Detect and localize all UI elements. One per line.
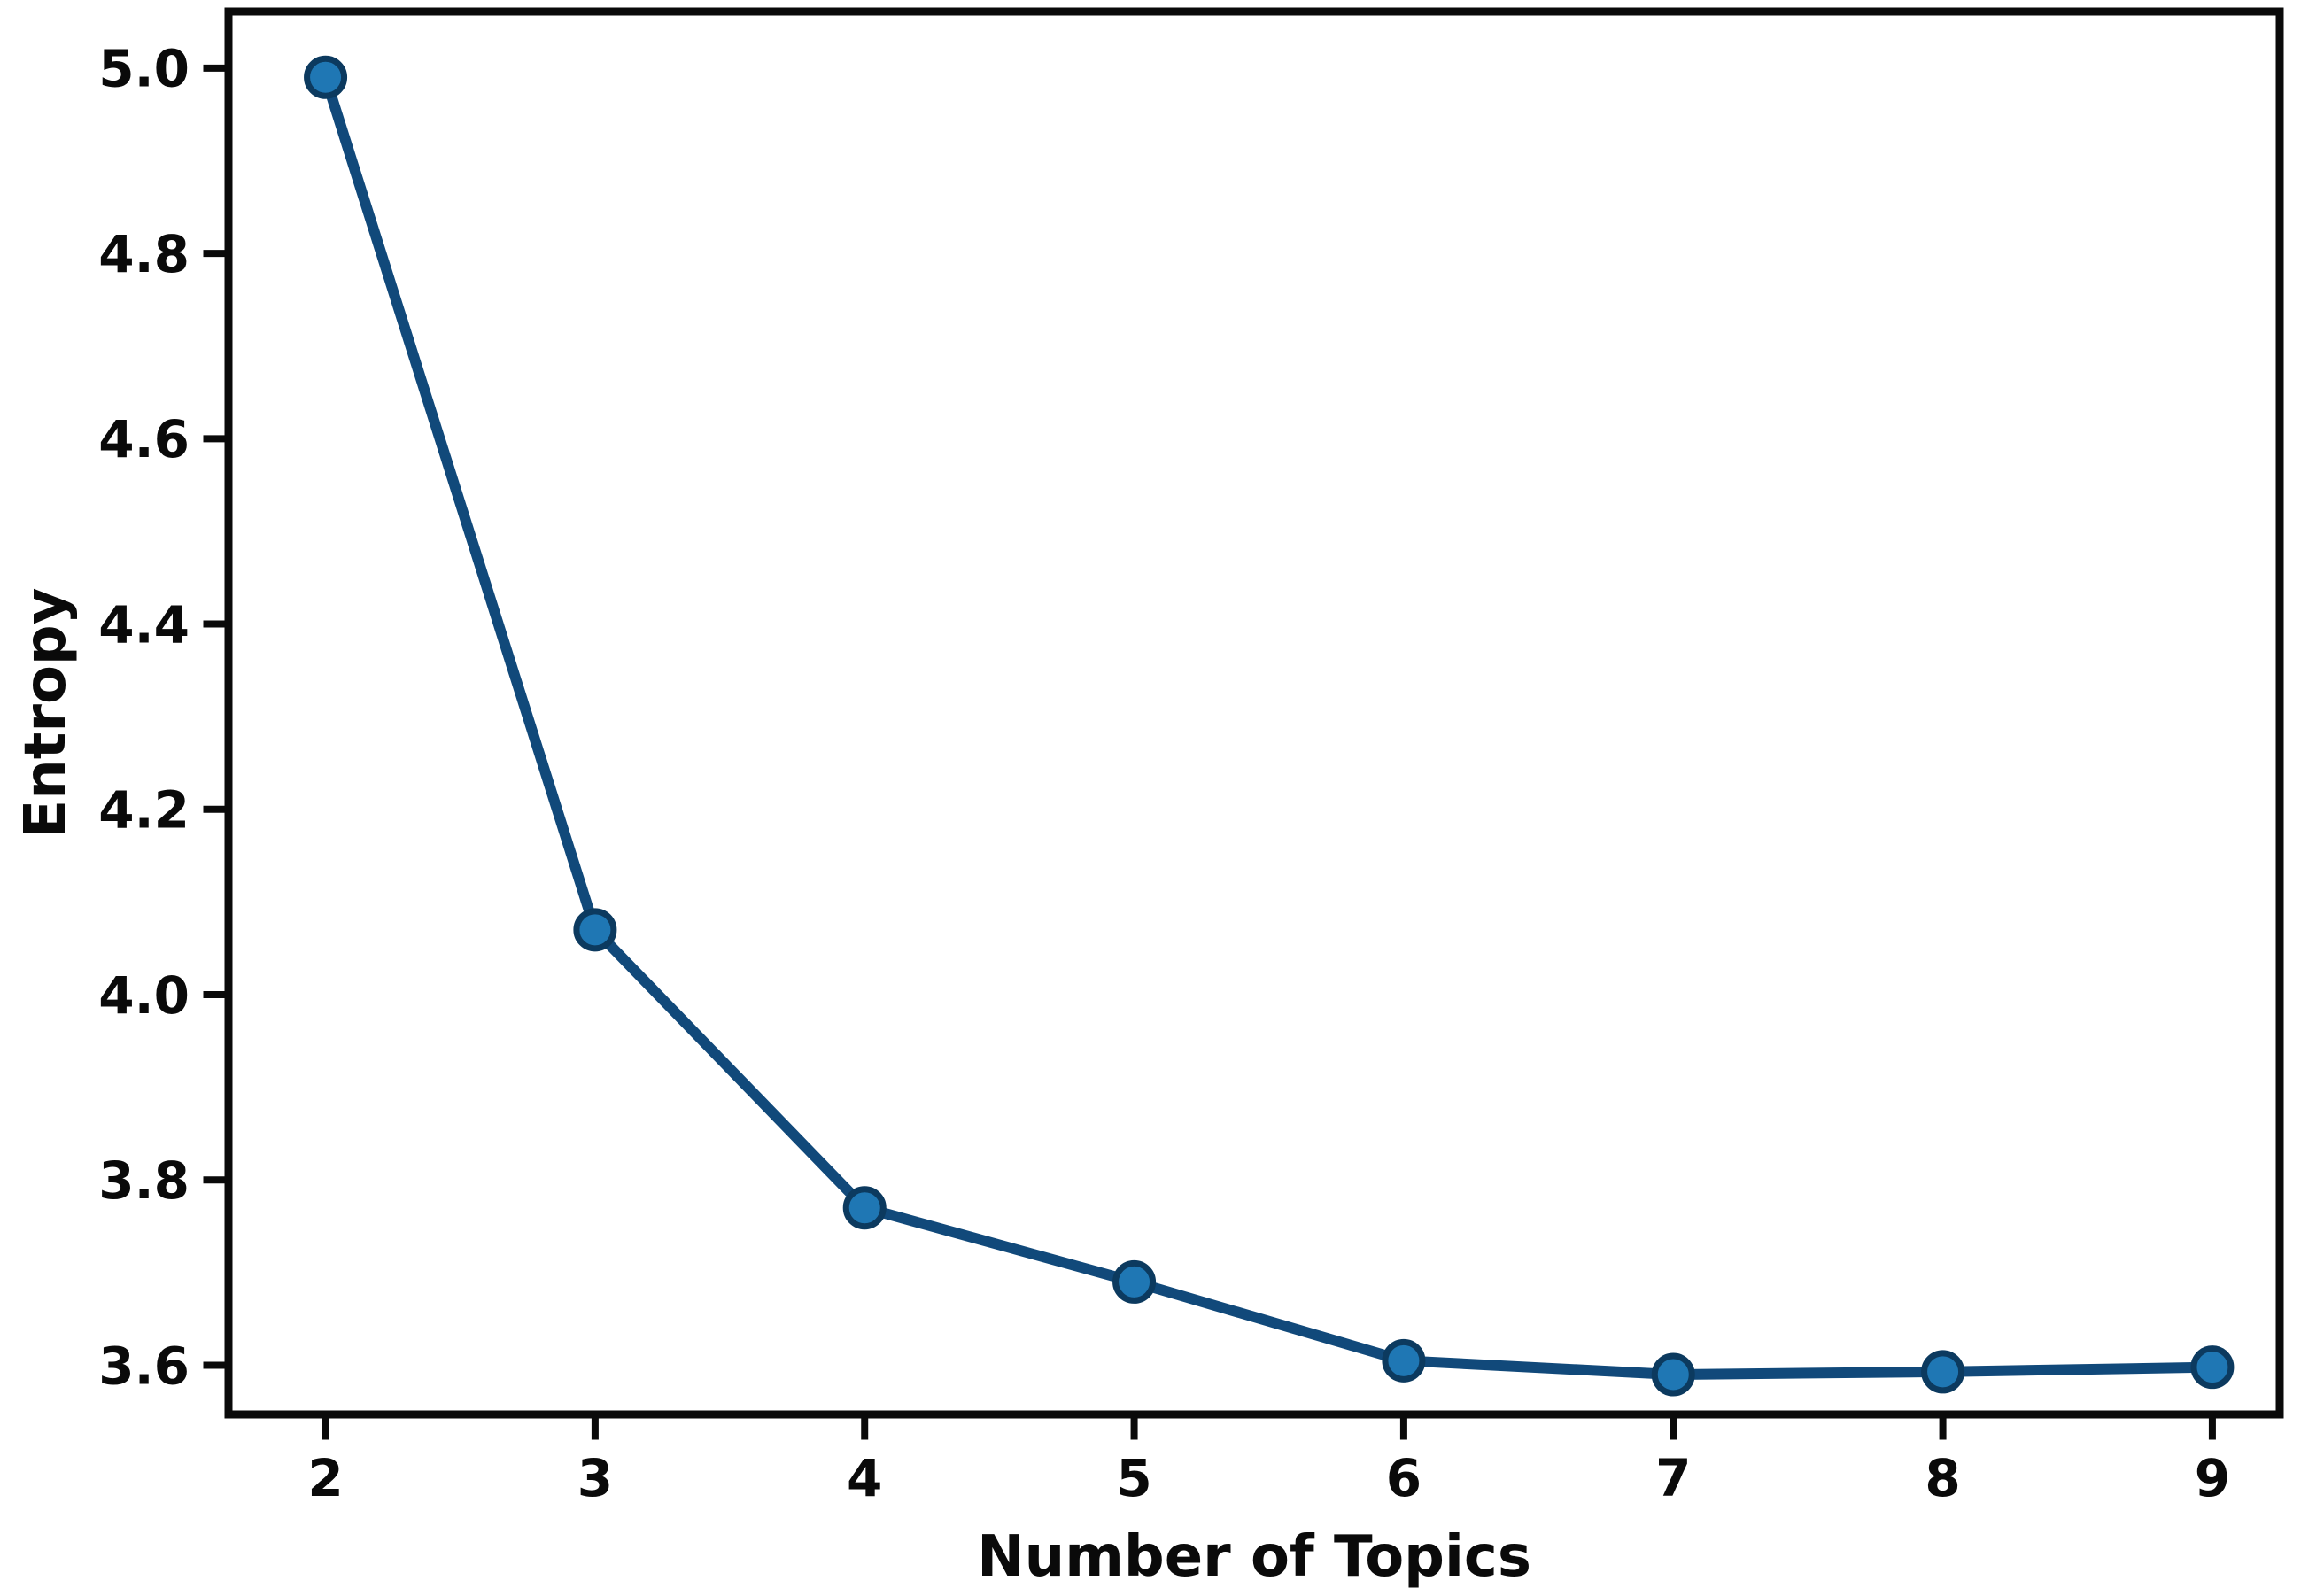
x-tick-label: 8 <box>1925 1448 1960 1508</box>
y-tick-label: 3.8 <box>98 1151 190 1211</box>
y-tick-label: 3.6 <box>98 1336 190 1396</box>
data-point-topics-8 <box>1921 1350 1965 1394</box>
data-line <box>320 72 2218 1381</box>
plot-area: 2 3 4 5 6 7 8 9 3.6 3.8 4.0 4.2 4.4 4.6 4.8 5.0 <box>98 7 2284 1508</box>
x-tick-label: 9 <box>2195 1448 2230 1508</box>
x-axis-label: Number of Topics <box>977 1524 1531 1590</box>
data-point-topics-2 <box>304 55 348 99</box>
data-point-topics-5 <box>1112 1259 1157 1304</box>
x-tick-label: 6 <box>1386 1448 1422 1508</box>
x-tick-label: 3 <box>577 1448 613 1508</box>
y-tick-label: 4.2 <box>98 780 190 841</box>
x-tick-label: 4 <box>847 1448 882 1508</box>
axes-frame <box>224 7 2284 1419</box>
y-tick-label: 4.8 <box>98 224 190 284</box>
y-tick-label: 5.0 <box>98 39 190 99</box>
y-tick-label: 4.4 <box>98 594 190 655</box>
data-point-topics-3 <box>573 908 617 952</box>
y-tick-label: 4.6 <box>98 409 190 469</box>
x-tick-label: 2 <box>307 1448 343 1508</box>
x-tick-label: 5 <box>1116 1448 1151 1508</box>
y-tick-label: 4.0 <box>98 965 190 1026</box>
data-point-topics-7 <box>1651 1352 1695 1397</box>
data-point-topics-6 <box>1382 1338 1426 1383</box>
data-point-topics-4 <box>842 1186 887 1230</box>
data-point-topics-9 <box>2190 1345 2235 1390</box>
y-axis-label: Entropy <box>13 588 79 839</box>
x-tick-label: 7 <box>1655 1448 1691 1508</box>
